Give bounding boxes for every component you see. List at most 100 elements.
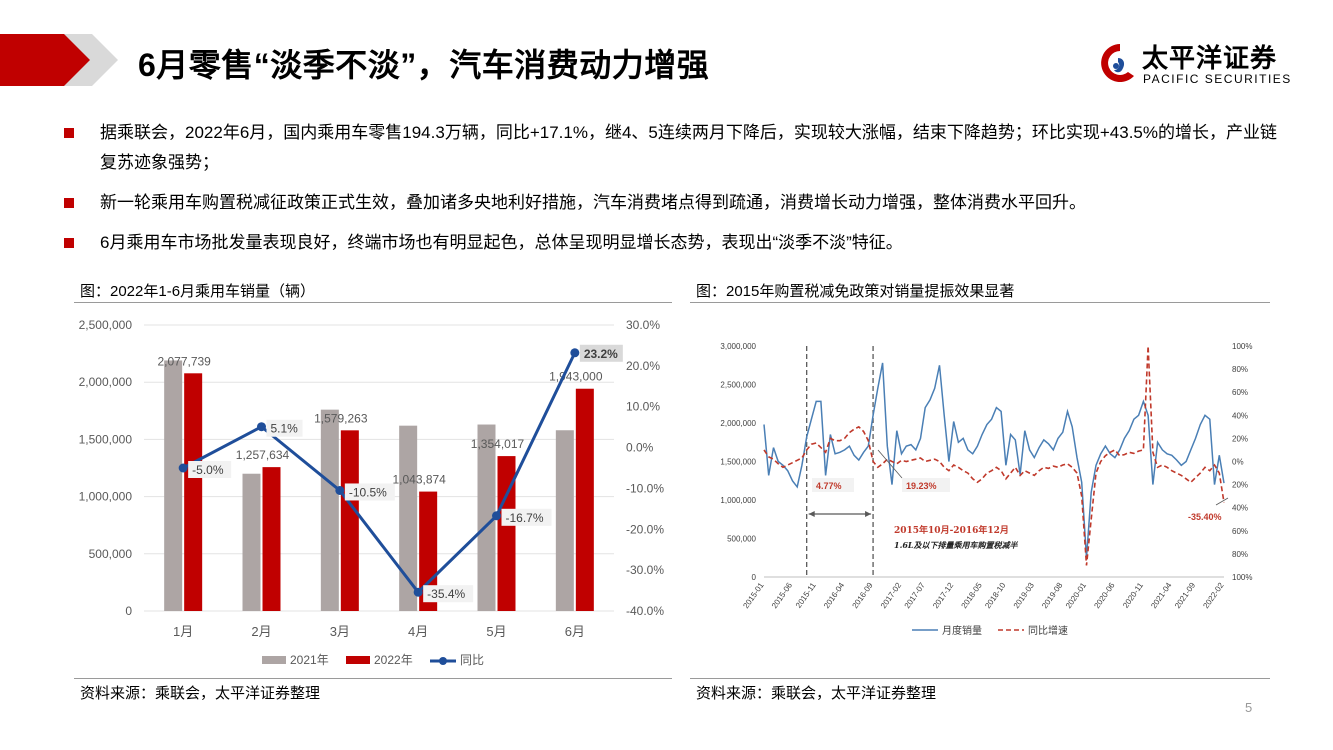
legend-swatch-2022	[346, 656, 370, 664]
bracket-right-arrow-icon	[865, 511, 872, 517]
bullet-list: 据乘联会，2022年6月，国内乘用车零售194.3万辆，同比+17.1%，继4、…	[60, 118, 1290, 268]
annotation-text: 1.6L及以下排量乘用车购置税减半	[894, 540, 1019, 550]
yoy-value-label: -35.4%	[427, 587, 465, 601]
yoy-growth-line	[763, 345, 1225, 566]
bar-2022	[262, 467, 281, 611]
annotation-text: -35.40%	[1188, 512, 1222, 522]
yoy-label-box	[423, 585, 474, 603]
x-tick-label: 2020-01	[1064, 581, 1089, 611]
y-right-tick-label: 30.0%	[626, 318, 660, 332]
y-right-tick-label: -20.0%	[626, 522, 664, 536]
bar-value-label: 2,077,739	[157, 354, 211, 368]
annotation-text: 4.77%	[816, 481, 842, 491]
y-right-tick-label: 100%	[1232, 342, 1252, 351]
y-right-tick-label: -40.0%	[626, 604, 664, 618]
yoy-label-box	[188, 461, 232, 478]
x-tick-label: 3月	[330, 624, 350, 639]
x-tick-label: 2017-02	[879, 581, 904, 611]
legend-label: 2021年	[290, 653, 329, 667]
y-right-tick-label: 60%	[1232, 388, 1248, 397]
y-left-tick-label: 2,500,000	[79, 318, 133, 332]
y-left-tick-label: 3,000,000	[720, 342, 756, 351]
y-left-tick-label: 0	[752, 573, 757, 582]
y-right-tick-label: 100%	[1232, 573, 1252, 582]
tax-policy-line-chart: 0 500,000 1,000,000 1,500,000 2,000,000 2,500…	[720, 342, 1252, 637]
logo-emblem-icon	[1101, 44, 1134, 82]
right-source-divider	[690, 678, 1270, 679]
bullet-square-icon	[64, 128, 74, 138]
legend-label: 2022年	[374, 653, 413, 667]
left-caption-divider	[74, 302, 672, 303]
x-tick-label: 2015-06	[770, 581, 795, 611]
left-source-note: 资料来源：乘联会，太平洋证券整理	[80, 685, 321, 702]
title-arrow-decoration	[0, 34, 118, 86]
yoy-point	[492, 511, 501, 521]
legend-label: 同比增速	[1028, 624, 1068, 637]
x-tick-label: 2020-06	[1092, 581, 1117, 611]
y-left-tick-label: 1,500,000	[79, 432, 133, 446]
yoy-label-box	[501, 508, 552, 526]
logo-name-cn: 太平洋证券	[1142, 43, 1278, 73]
x-tick-label: 2016-04	[822, 581, 847, 611]
y-left-tick-label: 1,000,000	[720, 496, 756, 505]
annotation-box	[902, 478, 950, 492]
y-right-tick-label: 80%	[1232, 365, 1248, 374]
y-right-tick-label: 0.0%	[626, 441, 654, 455]
bar-2021	[477, 424, 496, 611]
x-tick-label: 2021-04	[1149, 581, 1174, 611]
y-right-tick-label: 80%	[1232, 550, 1248, 559]
x-tick-label: 2020-11	[1121, 581, 1145, 610]
y-left-tick-label: 2,000,000	[79, 375, 133, 389]
y-right-tick-label: -10.0%	[626, 481, 664, 495]
x-tick-label: 2018-05	[960, 581, 985, 611]
bar-value-label: 1,043,874	[392, 473, 446, 487]
bar-2021	[164, 360, 183, 611]
x-tick-label: 2017-12	[931, 581, 956, 611]
y-left-tick-label: 1,500,000	[720, 458, 756, 467]
y-left-tick-label: 1,000,000	[79, 490, 133, 504]
x-tick-label: 2月	[251, 624, 271, 639]
legend-label: 同比	[460, 653, 484, 667]
yoy-point	[413, 587, 423, 597]
bar-2022	[575, 388, 594, 611]
yoy-point	[178, 463, 188, 473]
bar-value-label: 1,354,017	[471, 437, 525, 451]
yoy-label-box	[344, 483, 395, 501]
y-right-tick-label: 60%	[1232, 527, 1248, 536]
y-right-tick-label: 20%	[1232, 434, 1248, 443]
bullet-item: 据乘联会，2022年6月，国内乘用车零售194.3万辆，同比+17.1%，继4、…	[60, 118, 1290, 178]
bar-2021	[320, 409, 339, 611]
bar-2021	[555, 430, 574, 611]
bar-value-label: 1,943,000	[549, 370, 603, 384]
bar-2022	[184, 373, 203, 611]
bullet-item: 6月乘用车市场批发量表现良好，终端市场也有明显起色，总体呈现明显增长态势，表现出…	[60, 228, 1290, 258]
x-tick-label: 2018-10	[983, 581, 1008, 611]
yoy-point	[570, 348, 580, 358]
bullet-square-icon	[64, 238, 74, 248]
y-right-tick-label: 40%	[1232, 411, 1248, 420]
bar-value-label: 1,579,263	[314, 411, 368, 425]
bar-2021	[399, 425, 418, 611]
left-source-divider	[74, 678, 672, 679]
left-chart-caption: 图：2022年1-6月乘用车销量（辆）	[80, 283, 316, 300]
bullet-text: 新一轮乘用车购置税减征政策正式生效，叠加诸多央地利好措施，汽车消费堵点得到疏通，…	[100, 193, 1086, 212]
annotation-text: 2015年10月-2016年12月	[894, 524, 1009, 536]
legend-label: 月度销量	[942, 624, 982, 637]
x-tick-label: 2019-03	[1012, 581, 1037, 611]
bar-2022	[497, 456, 516, 611]
x-tick-label: 5月	[486, 624, 506, 639]
x-tick-label: 2016-09	[850, 581, 875, 611]
y-left-tick-label: 500,000	[727, 535, 756, 544]
right-caption-divider	[690, 302, 1270, 303]
y-right-tick-label: -30.0%	[626, 563, 664, 577]
x-tick-label: 2022-02	[1201, 581, 1226, 611]
right-source-note: 资料来源：乘联会，太平洋证券整理	[696, 685, 937, 702]
bracket-left-arrow-icon	[808, 511, 815, 517]
yoy-value-label: 23.2%	[584, 347, 618, 361]
bar-2022	[419, 491, 438, 611]
page-number: 5	[1245, 700, 1253, 715]
yoy-value-label: -5.0%	[192, 463, 224, 477]
bar-2021	[242, 473, 261, 611]
legend-marker-yoy	[439, 657, 447, 665]
yoy-label-box	[266, 419, 303, 437]
